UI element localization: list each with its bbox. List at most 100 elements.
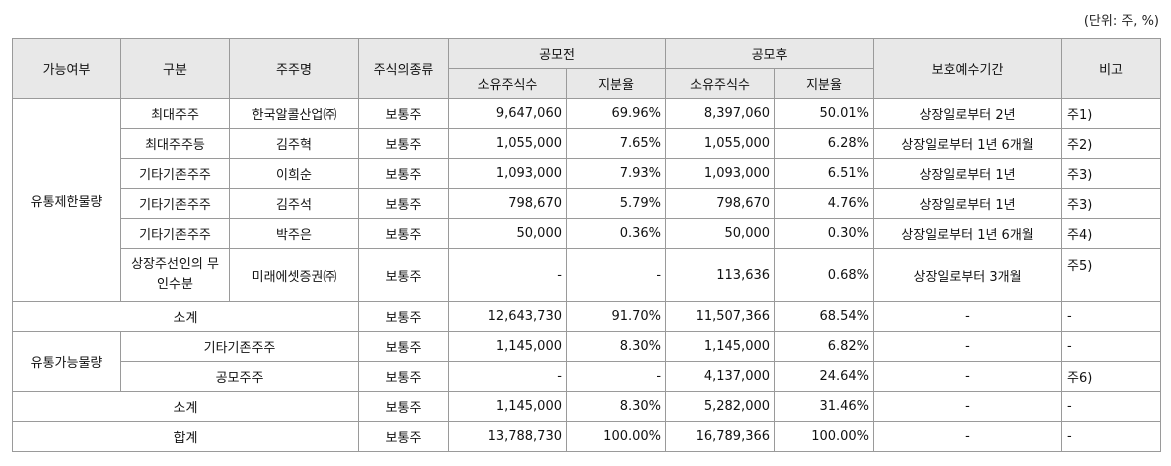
cell-lockup: - [873,301,1063,332]
cell-category: 최대주주등 [120,128,230,159]
table-row: 유통제한물량 최대주주 한국알콜산업㈜ 보통주 9,647,060 69.96%… [12,98,1162,302]
header-after: 공모후 [665,38,875,69]
table-row: 상장주선인의 무인수분 미래에셋증권㈜ 보통주 - - 113,636 0.68… [13,248,1162,302]
cell-holder: 한국알콜산업㈜ [229,98,359,129]
cell-post-shares: 11,507,366 [665,301,776,332]
cell-remark: - [1061,421,1162,452]
header-status: 가능여부 [12,38,121,99]
header-pre-ratio: 지분율 [565,68,667,99]
cell-pre-ratio: 7.65% [565,128,667,159]
cell-post-shares: 1,055,000 [665,128,776,159]
cell-pre-shares: 798,670 [448,188,567,219]
cell-pre-shares: - [448,361,567,392]
cell-type: 보통주 [358,301,449,332]
cell-pre-ratio: 5.79% [565,188,667,219]
cell-pre-shares: 1,093,000 [448,158,567,189]
header-category: 구분 [120,38,230,99]
header-post-ratio: 지분율 [774,68,875,99]
table-row: 유통가능물량 기타기존주주 보통주 1,145,000 8.30% 1,145,… [12,331,1162,392]
cell-pre-ratio: 91.70% [565,301,667,332]
group-restricted: 유통제한물량 [12,98,121,302]
cell-holder: 김주석 [229,188,359,219]
cell-lockup: 상장일로부터 2년 [873,98,1063,129]
cell-subtotal-label: 소계 [12,301,359,332]
cell-remark: 주2) [1061,128,1162,159]
cell-post-shares: 50,000 [665,218,776,249]
table-row: 공모주주 보통주 - - 4,137,000 24.64% - 주6) [13,361,1162,392]
cell-holder: 김주혁 [229,128,359,159]
cell-category: 상장주선인의 무인수분 [120,248,230,302]
cell-pre-ratio: 8.30% [565,391,667,422]
cell-lockup: 상장일로부터 1년 [873,158,1063,189]
cell-pre-shares: - [448,248,567,302]
cell-post-shares: 5,282,000 [665,391,776,422]
cell-lockup: 상장일로부터 1년 [873,188,1063,219]
cell-post-ratio: 4.76% [774,188,875,219]
cell-post-shares: 4,137,000 [665,361,776,392]
cell-remark: 주5) [1061,248,1162,302]
cell-pre-ratio: - [565,361,667,392]
cell-post-ratio: 50.01% [774,98,875,129]
header-lockup: 보호예수기간 [873,38,1063,99]
cell-lockup: - [873,361,1063,392]
table-row: 기타기존주주 김주석 보통주 798,670 5.79% 798,670 4.7… [13,188,1162,219]
cell-pre-ratio: 100.00% [565,421,667,452]
cell-pre-shares: 9,647,060 [448,98,567,129]
cell-post-shares: 16,789,366 [665,421,776,452]
header-post-shares: 소유주식수 [665,68,776,99]
cell-type: 보통주 [358,218,449,249]
cell-pre-ratio: 8.30% [565,331,667,362]
cell-post-ratio: 31.46% [774,391,875,422]
cell-post-ratio: 0.68% [774,248,875,302]
cell-lockup: 상장일로부터 1년 6개월 [873,128,1063,159]
subtotal-row: 소계 보통주 1,145,000 8.30% 5,282,000 31.46% … [12,391,1162,422]
cell-lockup: - [873,331,1063,362]
header-remark: 비고 [1061,38,1162,99]
cell-type: 보통주 [358,421,449,452]
cell-pre-shares: 1,145,000 [448,331,567,362]
cell-post-shares: 1,093,000 [665,158,776,189]
cell-post-ratio: 6.28% [774,128,875,159]
cell-post-shares: 1,145,000 [665,331,776,362]
cell-type: 보통주 [358,188,449,219]
cell-pre-ratio: - [565,248,667,302]
table-row: 기타기존주주 박주은 보통주 50,000 0.36% 50,000 0.30%… [13,218,1162,249]
cell-pre-shares: 13,788,730 [448,421,567,452]
cell-category: 기타기존주주 [120,331,359,362]
cell-remark: - [1061,301,1162,332]
cell-type: 보통주 [358,391,449,422]
header-holder: 주주명 [229,38,359,99]
cell-category: 최대주주 [120,98,230,129]
cell-post-ratio: 68.54% [774,301,875,332]
cell-remark: - [1061,391,1162,422]
cell-post-shares: 798,670 [665,188,776,219]
cell-pre-ratio: 7.93% [565,158,667,189]
total-row: 합계 보통주 13,788,730 100.00% 16,789,366 100… [12,421,1162,452]
cell-type: 보통주 [358,331,449,362]
cell-category: 기타기존주주 [120,218,230,249]
cell-lockup: 상장일로부터 1년 6개월 [873,218,1063,249]
unit-label: (단위: 주, %) [1083,14,1159,29]
cell-holder: 박주은 [229,218,359,249]
cell-post-shares: 8,397,060 [665,98,776,129]
cell-type: 보통주 [358,158,449,189]
header-pre-shares: 소유주식수 [448,68,567,99]
cell-pre-shares: 12,643,730 [448,301,567,332]
cell-pre-shares: 50,000 [448,218,567,249]
cell-remark: 주1) [1061,98,1162,129]
cell-lockup: 상장일로부터 3개월 [873,248,1063,302]
cell-remark: 주4) [1061,218,1162,249]
cell-lockup: - [873,391,1063,422]
cell-post-ratio: 6.82% [774,331,875,362]
header-stock-type: 주식의종류 [358,38,449,99]
cell-post-ratio: 6.51% [774,158,875,189]
cell-category: 공모주주 [120,361,359,392]
cell-lockup: - [873,421,1063,452]
cell-post-shares: 113,636 [665,248,776,302]
cell-pre-ratio: 69.96% [565,98,667,129]
cell-pre-ratio: 0.36% [565,218,667,249]
cell-remark: 주3) [1061,188,1162,219]
cell-subtotal-label: 소계 [12,391,359,422]
table-row: 기타기존주주 이희순 보통주 1,093,000 7.93% 1,093,000… [13,158,1162,189]
cell-type: 보통주 [358,361,449,392]
